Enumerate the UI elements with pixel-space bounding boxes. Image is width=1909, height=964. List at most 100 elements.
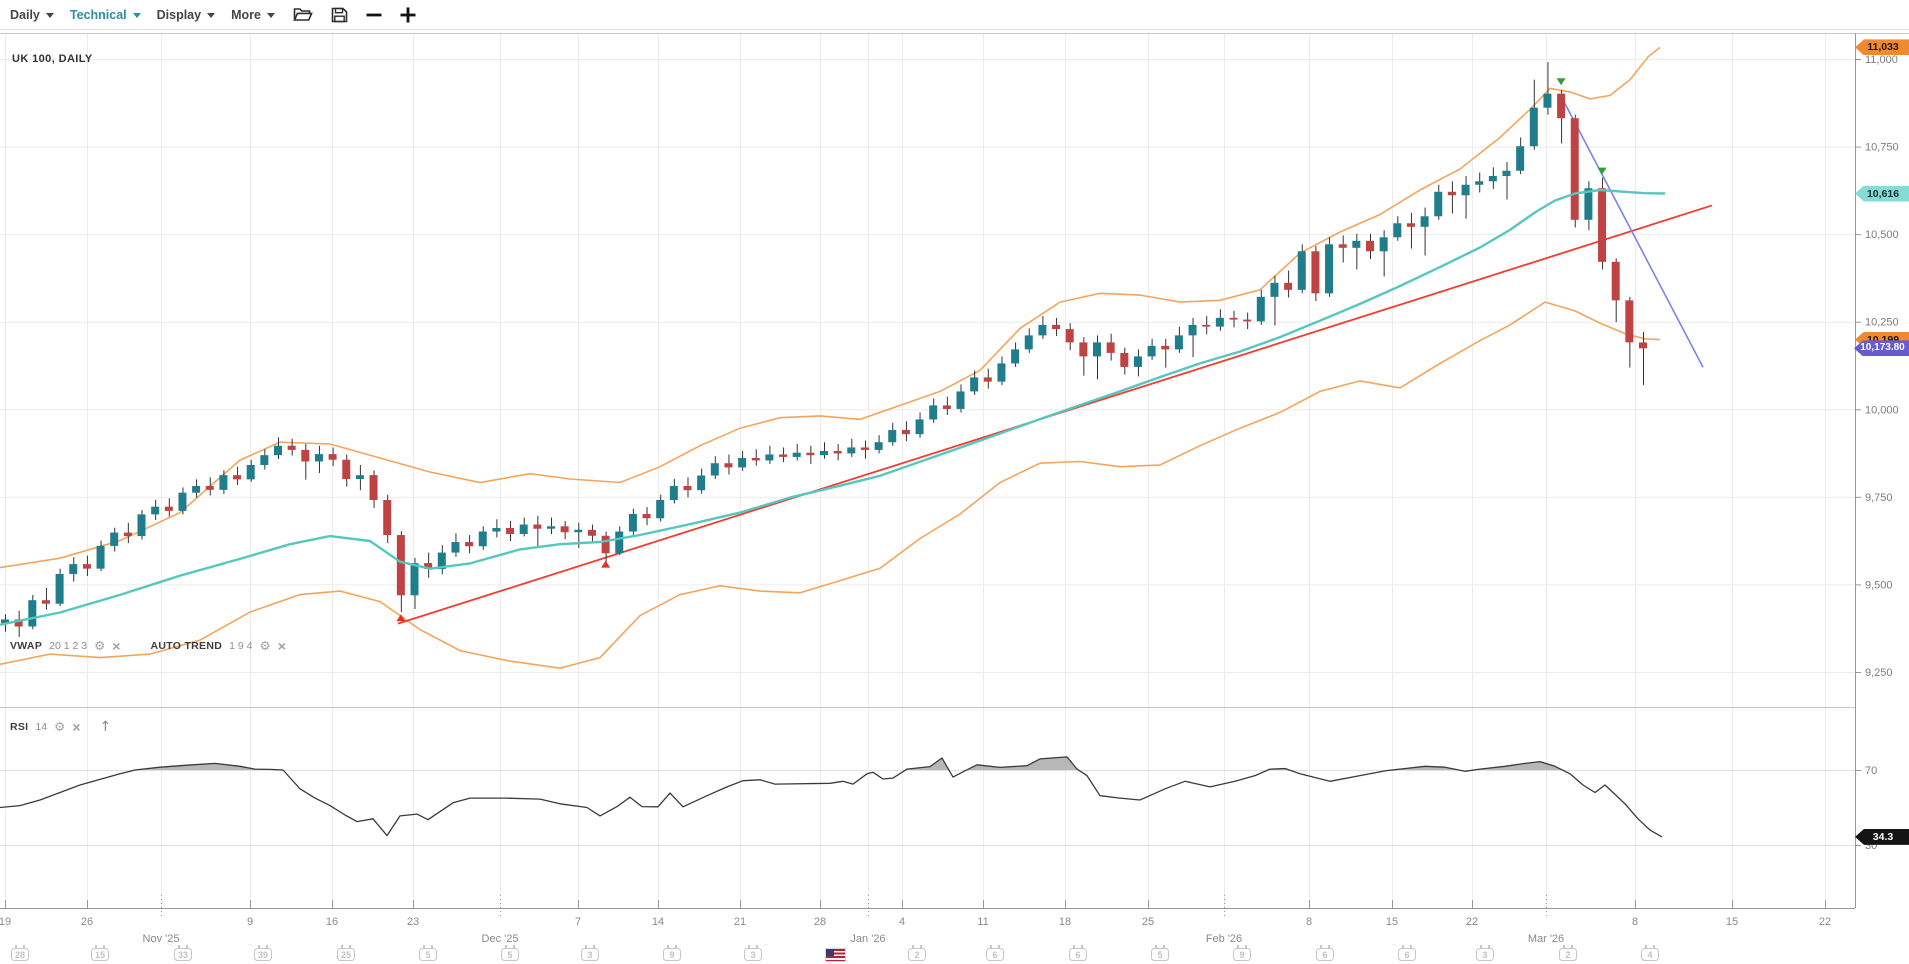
calendar-event-icon[interactable]: 6 [1316,945,1334,961]
candle-up [478,531,487,547]
time-tick-label: 25 [1142,916,1154,928]
candle-up [847,447,856,454]
rsi-line [0,756,1663,838]
candle-down [1611,261,1620,301]
auto-trend-remove-icon[interactable]: × [277,638,286,654]
candle-up [1393,223,1402,238]
candle-down [205,486,214,490]
open-chart-button[interactable] [293,7,313,23]
calendar-event-icon[interactable]: 33 [174,945,192,961]
candle-down [1639,342,1647,349]
rsi-indicator-params: 14 [35,721,48,733]
calendar-event-icon[interactable]: 3 [1476,945,1494,961]
candle-down [1079,342,1088,357]
price-tick-label: 10,750 [1865,142,1899,154]
candle-up [1379,237,1388,252]
candle-up [547,526,555,529]
candle-down [342,459,351,479]
save-chart-button[interactable] [331,7,348,23]
calendar-event-icon[interactable]: 5 [419,945,437,961]
candle-up [1256,296,1265,322]
bb-upper-price-badge: 11,033 [1855,39,1909,56]
candle-down [860,447,869,450]
calendar-event-icon[interactable]: 4 [1641,945,1659,961]
candle-up [1352,240,1361,248]
calendar-event-icon[interactable]: 6 [1069,945,1087,961]
candle-down [301,449,310,462]
chevron-down-icon [132,12,141,18]
bollinger-upper-band [0,46,1661,569]
candle-down [1161,345,1170,350]
time-tick-label: 8 [1306,916,1312,928]
candle-down [1625,300,1634,343]
open-folder-icon [293,7,313,21]
technical-dropdown[interactable]: Technical [70,8,141,22]
time-tick-label: 16 [326,916,338,928]
calendar-event-icon[interactable]: 28 [11,945,29,961]
candle-up [96,545,105,569]
more-dropdown[interactable]: More [231,8,275,22]
candle-down [1284,282,1293,290]
candle-up [1093,342,1101,357]
calendar-event-icon[interactable]: 15 [91,945,109,961]
candle-up [1188,324,1197,336]
calendar-event-icon[interactable]: 9 [1233,945,1251,961]
month-label: Dec '25 [482,933,519,945]
candle-up [1270,282,1279,297]
price-tick-label: 9,500 [1865,579,1893,591]
price-tick-label: 9,250 [1865,667,1893,679]
candle-up [656,500,665,519]
calendar-event-icon[interactable]: 2 [908,945,926,961]
price-indicator-labels: VWAP 20 1 2 3 ⚙ × AUTO TREND 1 9 4 ⚙ × [10,639,286,653]
us-flag-event-icon[interactable] [825,948,846,962]
candle-up [615,531,624,554]
vwap-remove-icon[interactable]: × [112,638,121,654]
calendar-event-icon[interactable]: 5 [1151,945,1169,961]
candle-down [328,454,337,460]
candle-up [1543,93,1552,108]
candle-up [69,564,78,574]
zoom-in-button[interactable] [400,7,416,23]
candle-up [888,429,897,443]
time-tick-label: 26 [81,916,93,928]
vwap-settings-icon[interactable]: ⚙ [94,637,106,653]
candle-down [1598,188,1607,262]
candle-up [1174,335,1183,350]
time-tick-label: 9 [247,916,253,928]
candle-up [697,475,706,491]
candle-up [820,450,828,456]
calendar-event-icon[interactable]: 3 [744,945,762,961]
candle-up [1147,345,1156,357]
calendar-event-icon[interactable]: 6 [1398,945,1416,961]
rsi-move-up-icon[interactable]: ↑ [99,719,112,735]
calendar-event-icon[interactable]: 25 [337,945,355,961]
candle-up [437,552,446,570]
calendar-event-icon[interactable]: 5 [501,945,519,961]
candle-up [274,445,282,456]
calendar-event-icon[interactable]: 3 [581,945,599,961]
time-tick-label: 22 [1466,916,1478,928]
chevron-down-icon [266,12,275,18]
candle-up [710,463,719,476]
candle-down [424,563,433,570]
display-dropdown[interactable]: Display [157,8,216,22]
calendar-event-icon[interactable]: 9 [663,945,681,961]
candle-down [642,514,651,519]
zoom-out-button[interactable] [366,7,382,23]
candle-down [233,475,242,480]
time-tick-label: 15 [1726,916,1738,928]
calendar-event-icon[interactable]: 6 [986,945,1004,961]
time-tick-label: 28 [814,916,826,928]
rsi-remove-icon[interactable]: × [72,719,81,735]
candle-down [533,524,542,529]
rsi-settings-icon[interactable]: ⚙ [54,718,66,734]
candle-down [1570,118,1579,220]
calendar-event-icon[interactable]: 2 [1559,945,1577,961]
auto-trend-settings-icon[interactable]: ⚙ [259,637,271,653]
calendar-event-icon[interactable]: 39 [254,945,272,961]
sell-signal-icon [1597,167,1607,175]
timeframe-dropdown[interactable]: Daily [10,8,54,22]
candle-up [260,455,269,465]
candle-down [587,529,596,536]
